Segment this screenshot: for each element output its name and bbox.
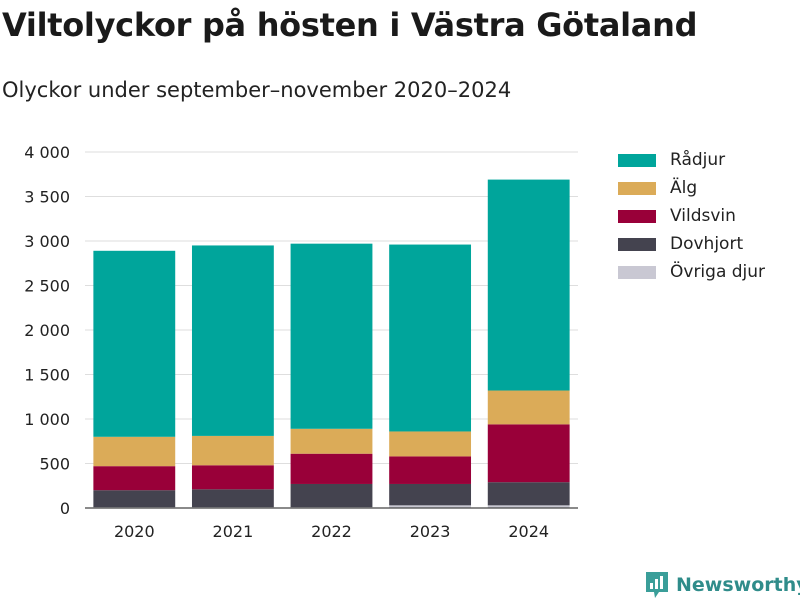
y-tick-label: 1 500 (24, 366, 70, 385)
legend-item: Dovhjort (618, 230, 765, 258)
bar-segment-Vildsvin-2020 (93, 466, 176, 491)
x-tick-label: 2020 (114, 522, 155, 541)
bar-segment-Rådjur-2020 (93, 250, 176, 437)
legend-label: Vildsvin (670, 206, 736, 226)
legend-label: Älg (670, 178, 698, 198)
legend-label: Övriga djur (670, 262, 766, 282)
chart-subtitle: Olyckor under september–november 2020–20… (2, 78, 512, 102)
bar-segment-Dovhjort-2022 (290, 483, 373, 508)
y-tick-label: 1 000 (24, 410, 70, 429)
newsworthy-brand: Newsworthy (644, 570, 800, 600)
y-tick-label: 500 (39, 455, 70, 474)
y-tick-label: 3 500 (24, 188, 70, 207)
bar-segment-Älg-2024 (487, 390, 570, 425)
bar-segment-Dovhjort-2021 (191, 489, 274, 508)
x-tick-label: 2021 (213, 522, 254, 541)
bar-segment-Vildsvin-2021 (191, 465, 274, 490)
brand-name: Newsworthy (676, 574, 800, 596)
legend-item: Vildsvin (618, 202, 765, 230)
y-tick-label: 4 000 (24, 143, 70, 162)
y-tick-label: 0 (60, 499, 70, 518)
x-tick-label: 2023 (410, 522, 451, 541)
chart-title: Viltolyckor på hösten i Västra Götaland (2, 6, 698, 44)
newsworthy-logo-icon (646, 572, 668, 598)
bar-segment-Rådjur-2021 (191, 245, 274, 436)
legend: Rådjur Älg Vildsvin Dovhjort Övriga djur (618, 146, 765, 286)
bar-segment-Dovhjort-2024 (487, 482, 570, 506)
bar-segment-Vildsvin-2024 (487, 424, 570, 483)
bar-segment-Älg-2022 (290, 428, 373, 454)
legend-item: Älg (618, 174, 765, 202)
bar-segment-Rådjur-2022 (290, 243, 373, 429)
legend-swatch (618, 209, 656, 223)
bar-segment-Älg-2023 (389, 431, 472, 457)
bar-segment-Dovhjort-2020 (93, 490, 176, 508)
y-tick-label: 2 000 (24, 321, 70, 340)
x-tick-label: 2022 (311, 522, 352, 541)
bar-segment-Vildsvin-2023 (389, 456, 472, 484)
bar-segment-Övriga djur-2023 (389, 505, 472, 508)
legend-item: Rådjur (618, 146, 765, 174)
bar-segment-Rådjur-2024 (487, 179, 570, 391)
y-tick-label: 3 000 (24, 232, 70, 251)
axes: 0 500 1 000 1 500 2 000 2 500 3 000 3 500 4 000 2… (24, 143, 578, 541)
legend-label: Rådjur (670, 150, 726, 170)
bar-segment-Älg-2020 (93, 436, 176, 467)
bar-segment-Rådjur-2023 (389, 244, 472, 432)
legend-swatch (618, 237, 656, 251)
bar-segment-Vildsvin-2022 (290, 453, 373, 484)
bar-segment-Övriga djur-2024 (487, 505, 570, 508)
y-tick-label: 2 500 (24, 277, 70, 296)
bar-segment-Älg-2021 (191, 435, 274, 466)
legend-label: Dovhjort (670, 234, 744, 254)
legend-swatch (618, 265, 656, 279)
x-tick-label: 2024 (508, 522, 549, 541)
legend-swatch (618, 153, 656, 167)
bars (93, 179, 570, 508)
bar-segment-Dovhjort-2023 (389, 483, 472, 506)
legend-swatch (618, 181, 656, 195)
legend-item: Övriga djur (618, 258, 765, 286)
